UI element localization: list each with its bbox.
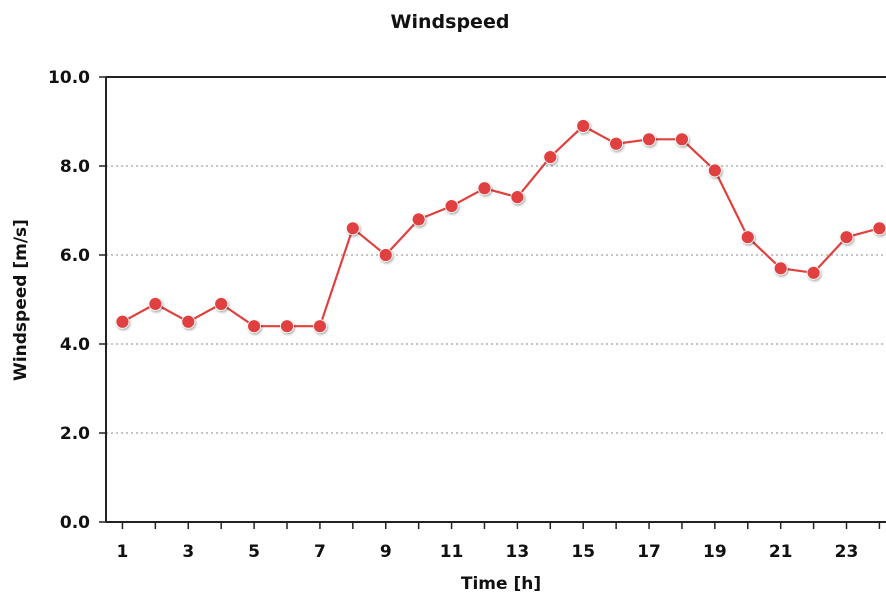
data-point-0-15 [609, 136, 624, 151]
x-axis-label: Time [h] [461, 574, 541, 594]
data-point-0-14 [576, 119, 591, 133]
x-tick-label-2: 5 [248, 542, 260, 562]
x-tick-label-11: 23 [835, 542, 859, 562]
data-point-0-13 [543, 150, 558, 165]
y-tick-label-5: 10.0 [48, 68, 90, 88]
data-point-0-2 [181, 314, 196, 329]
data-point-0-11 [477, 181, 492, 196]
data-point-0-19 [740, 230, 755, 245]
data-point-0-23 [872, 221, 886, 236]
data-point-0-9 [411, 212, 426, 227]
data-point-0-8 [378, 248, 393, 262]
data-point-0-12 [510, 190, 525, 205]
x-tick-label-5: 11 [440, 542, 464, 562]
data-point-0-22 [839, 230, 854, 245]
data-point-0-7 [345, 221, 360, 236]
series [115, 119, 886, 334]
y-tick-label-3: 6.0 [60, 246, 90, 266]
x-tick-label-8: 17 [637, 542, 661, 562]
x-tick-label-0: 1 [117, 542, 129, 562]
data-point-0-1 [148, 297, 163, 311]
data-point-0-6 [313, 319, 327, 334]
data-point-0-4 [247, 319, 262, 334]
data-point-0-17 [675, 132, 689, 147]
axes [99, 76, 886, 529]
ticks: 0.02.04.06.08.010.01 3 5 7 9 11 13 15 17 19 21 23 [48, 68, 858, 562]
y-tick-label-1: 2.0 [60, 424, 90, 444]
y-tick-label-4: 8.0 [60, 157, 90, 177]
data-point-0-0 [115, 314, 130, 329]
x-tick-label-6: 13 [506, 542, 530, 562]
data-point-0-3 [214, 297, 229, 311]
x-tick-label-1: 3 [182, 542, 194, 562]
y-axis-label: Windspeed [m/s] [11, 219, 31, 381]
data-point-0-20 [773, 261, 788, 276]
x-tick-label-3: 7 [314, 542, 326, 562]
data-point-0-16 [642, 132, 656, 147]
chart-title: Windspeed [391, 11, 510, 33]
gridlines [106, 165, 886, 434]
x-tick-label-10: 21 [769, 542, 793, 562]
data-point-0-18 [707, 163, 722, 178]
x-tick-label-7: 15 [571, 542, 595, 562]
data-point-0-10 [444, 199, 459, 213]
y-tick-label-0: 0.0 [60, 513, 90, 533]
series-line-0 [121, 124, 880, 328]
x-tick-label-9: 19 [703, 542, 727, 562]
data-point-0-5 [280, 319, 294, 334]
data-point-0-21 [806, 265, 821, 280]
y-tick-label-2: 4.0 [60, 335, 90, 355]
x-tick-label-4: 9 [380, 542, 392, 562]
